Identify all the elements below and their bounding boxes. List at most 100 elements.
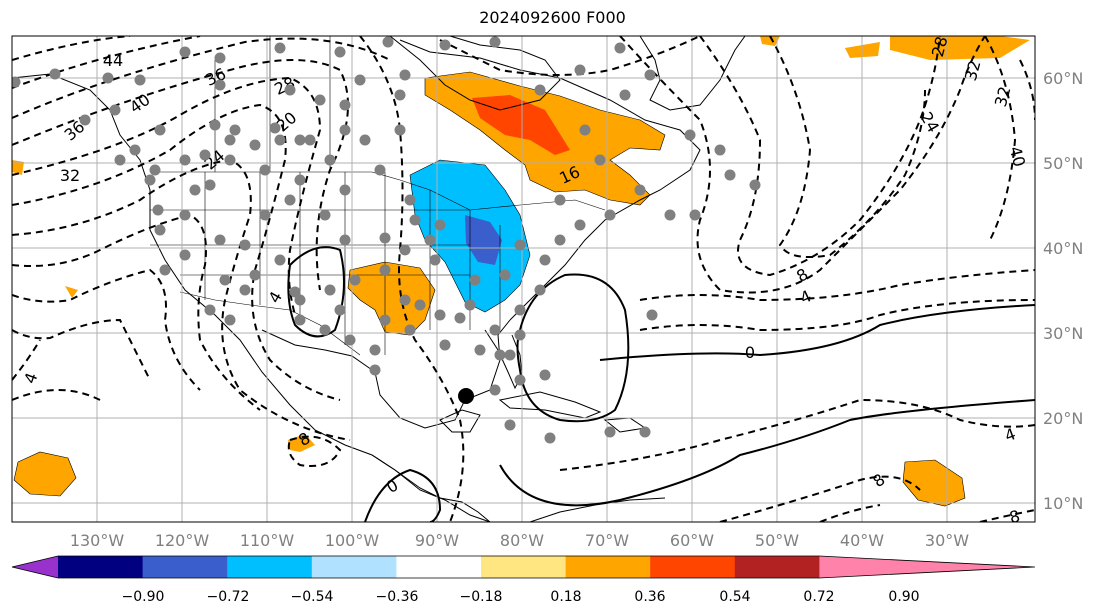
station-dot (434, 309, 446, 321)
station-dot (604, 209, 616, 221)
station-dot (379, 232, 391, 244)
station-dot (159, 264, 171, 276)
lon-label: 70°W (585, 531, 629, 550)
station-dot (324, 284, 336, 296)
colorbar-bin (396, 556, 482, 578)
station-dot (689, 209, 701, 221)
station-dot (379, 314, 391, 326)
negative-contours (12, 36, 1035, 522)
station-dot (149, 164, 161, 176)
station-dot (49, 68, 61, 80)
station-dot (339, 184, 351, 196)
station-dot (224, 154, 236, 166)
greenland-coast (639, 36, 746, 111)
lon-label: 80°W (500, 531, 544, 550)
contour-label: 44 (103, 51, 123, 70)
station-dot (369, 344, 381, 356)
station-dot (319, 324, 331, 336)
station-dot (464, 299, 476, 311)
station-dot (474, 344, 486, 356)
station-dot (134, 74, 146, 86)
station-dot (319, 209, 331, 221)
station-markers (12, 36, 761, 444)
station-dot (102, 72, 114, 84)
station-dot (544, 432, 556, 444)
lon-label: 90°W (415, 531, 459, 550)
station-dot (219, 274, 231, 286)
station-dot (374, 164, 386, 176)
colorbar-tick-labels: −0.90 −0.72 −0.54 −0.36 −0.18 0.18 0.36 … (122, 589, 920, 605)
station-dot (152, 204, 164, 216)
station-dot (499, 269, 511, 281)
station-dot (344, 334, 356, 346)
contour-label: 32 (961, 58, 985, 83)
station-dot (369, 364, 381, 376)
zero-contours (287, 246, 1035, 522)
station-dot (239, 239, 251, 251)
station-dot (12, 76, 21, 88)
canada-us-border (150, 171, 606, 211)
station-dot (349, 274, 361, 286)
station-dot (399, 244, 411, 256)
station-dot (214, 234, 226, 246)
station-dot (289, 286, 301, 298)
cuba (498, 391, 602, 419)
station-dot (284, 194, 296, 206)
lon-label: 50°W (755, 531, 799, 550)
station-dot (714, 144, 726, 156)
contour-label: 28 (928, 34, 952, 59)
station-dot (399, 294, 411, 306)
lon-label: 40°W (840, 531, 884, 550)
orange-area-north3 (760, 36, 780, 46)
contour-label: 8 (869, 470, 888, 491)
contour-label: 4 (797, 286, 814, 308)
colorbar (11, 555, 1036, 579)
station-dot (434, 219, 446, 231)
station-dot (189, 184, 201, 196)
lon-label: 100°W (325, 531, 380, 550)
lat-label: 60°N (1043, 69, 1083, 88)
station-dot (429, 254, 441, 266)
orange-area-atlantic (902, 459, 966, 507)
station-dot (324, 154, 336, 166)
station-dot (269, 122, 281, 134)
station-dot (294, 314, 306, 326)
colorbar-tick: 0.72 (803, 589, 834, 605)
station-dot (579, 124, 591, 136)
station-dot (514, 304, 526, 316)
map-frame (11, 35, 1036, 523)
station-dot (79, 114, 91, 126)
contour-label: 0 (745, 343, 755, 362)
station-dot (514, 329, 526, 341)
station-dot (494, 349, 506, 361)
colorbar-outline (11, 555, 1036, 579)
lon-label: 130°W (70, 531, 125, 550)
colorbar-bin (58, 556, 144, 578)
station-dot (382, 36, 394, 48)
station-dot (594, 154, 606, 166)
station-dot (639, 426, 651, 438)
station-dot (339, 124, 351, 136)
contour-label: 32 (60, 166, 80, 185)
station-dot (259, 164, 271, 176)
station-dot (619, 89, 631, 101)
station-dot (534, 84, 546, 96)
station-dot (394, 89, 406, 101)
lon-label: 110°W (240, 531, 295, 550)
station-dot (334, 304, 346, 316)
station-dot (409, 214, 421, 226)
colorbar-tick: −0.90 (122, 589, 165, 605)
station-dot (404, 194, 416, 206)
station-dot (614, 42, 626, 54)
station-dot (439, 39, 451, 51)
contour-label: 0 (383, 475, 401, 497)
red-area-canada (472, 95, 570, 155)
station-dot (179, 46, 191, 58)
lat-label: 10°N (1043, 494, 1083, 513)
orange-area-west2 (65, 286, 78, 298)
colorbar-bin (142, 556, 228, 578)
station-dot (274, 42, 286, 54)
station-dot (144, 174, 156, 186)
colorbar-bin (565, 556, 651, 578)
